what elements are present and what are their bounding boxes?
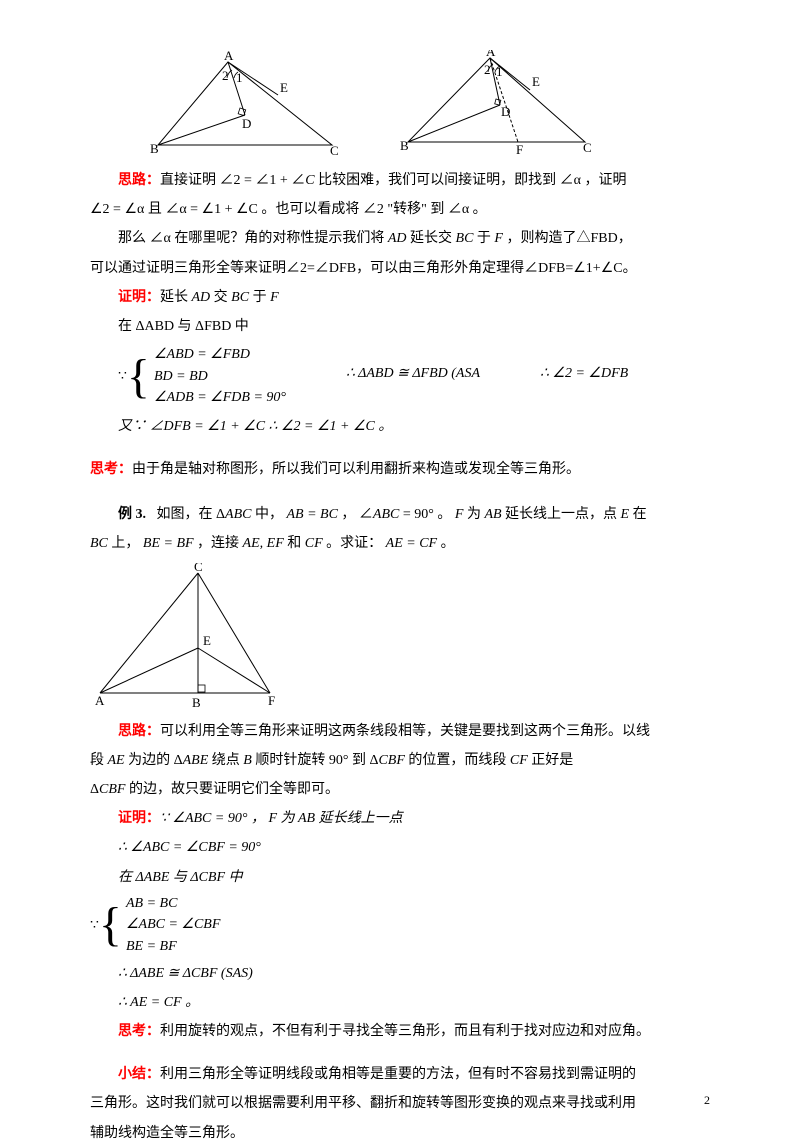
page-number: 2 [704,1090,710,1112]
figure-3: A B C E F [90,563,300,713]
example-3: 例 3. 如图，在 ΔABC 中， AB = BC ， ∠ABC = 90° 。… [90,502,710,527]
label-D: D [242,116,251,131]
label-A: A [224,50,234,63]
label-a2: 2 [484,62,491,77]
proof-1: 证明：延长 AD 交 BC 于 F [118,285,710,310]
label-B2: B [400,138,409,153]
label-F3: F [268,693,275,708]
proof-2-l4: ∴ ΔABE ≅ ΔCBF (SAS) [118,961,710,986]
summary-l2: 三角形。这时我们就可以根据需要利用平移、翻折和旋转等图形变换的观点来寻找或利用 [90,1091,710,1116]
proof-1-brace-row: ∵ { ∠ABD = ∠FBD BD = BD ∠ADB = ∠FDB = 90… [118,343,710,410]
proof-1-line2: 在 ΔABD 与 ΔFBD 中 [118,314,710,339]
label-E2: E [532,74,540,89]
label-F2: F [516,142,523,157]
silu-2-line2: 段 AE 为边的 ΔABE 绕点 B 顺时针旋转 90° 到 ΔCBF 的位置，… [90,748,710,773]
label-C3: C [194,563,203,574]
summary: 小结：利用三角形全等证明线段或角相等是重要的方法，但有时不容易找到需证明的 [90,1062,710,1087]
silu-1-line2: ∠2 = ∠α 且 ∠α = ∠1 + ∠C 。也可以看成将 ∠2 "转移" 到… [90,197,710,222]
para-2: 那么 ∠α 在哪里呢？角的对称性提示我们将 AD 延长交 BC 于 F ，则构造… [90,226,710,251]
silu-label: 思路： [118,173,160,188]
think-label: 思考： [90,462,132,477]
summary-l3: 辅助线构造全等三角形。 [90,1121,710,1146]
example-3-line2: BC 上， BE = BF ，连接 AE, EF 和 CF 。求证： AE = … [90,531,710,556]
label-A2: A [486,50,496,59]
label-B: B [150,141,159,156]
label-D2: D [501,104,510,119]
figure-1: A B C D E 1 2 [140,50,350,160]
proof-2: 证明：∵ ∠ABC = 90° ， F 为 AB 延长线上一点 [118,806,710,831]
example-label: 例 3. [118,507,146,522]
proof-label: 证明： [118,290,160,305]
label-a1: 1 [496,64,503,79]
proof-2-l5: ∴ AE = CF 。 [118,990,710,1015]
label-angle1: 1 [236,70,243,85]
think-1: 思考：由于角是轴对称图形，所以我们可以利用翻折来构造或发现全等三角形。 [90,457,710,482]
label-E: E [280,80,288,95]
proof-2-l3: 在 ΔABE 与 ΔCBF 中 [118,865,710,890]
silu-1: 思路：直接证明 ∠2 = ∠1 + ∠C 比较困难，我们可以间接证明，即找到 ∠… [90,168,710,193]
label-E3: E [203,633,211,648]
label-A3: A [95,693,105,708]
figure-2: A B C D E F 1 2 [390,50,600,160]
silu-2: 思路：可以利用全等三角形来证明这两条线段相等，关键是要找到这两个三角形。以线 [90,719,710,744]
label-B3: B [192,695,201,710]
figure-row: A B C D E 1 2 A B C D [140,50,710,160]
label-C2: C [583,140,592,155]
proof-2-l2: ∴ ∠ABC = ∠CBF = 90° [118,835,710,860]
para-2-line2: 可以通过证明三角形全等来证明∠2=∠DFB，可以由三角形外角定理得∠DFB=∠1… [90,256,710,281]
think-2: 思考：利用旋转的观点，不但有利于寻找全等三角形，而且有利于找对应边和对应角。 [90,1019,710,1044]
label-angle2: 2 [222,68,229,83]
proof-1-last: 又∵ ∠DFB = ∠1 + ∠C ∴ ∠2 = ∠1 + ∠C 。 [118,414,710,439]
proof-2-brace: ∵ { AB = BC ∠ABC = ∠CBF BE = BF [90,894,710,957]
silu-2-line3: ΔCBF 的边，故只要证明它们全等即可。 [90,777,710,802]
label-C: C [330,143,339,158]
